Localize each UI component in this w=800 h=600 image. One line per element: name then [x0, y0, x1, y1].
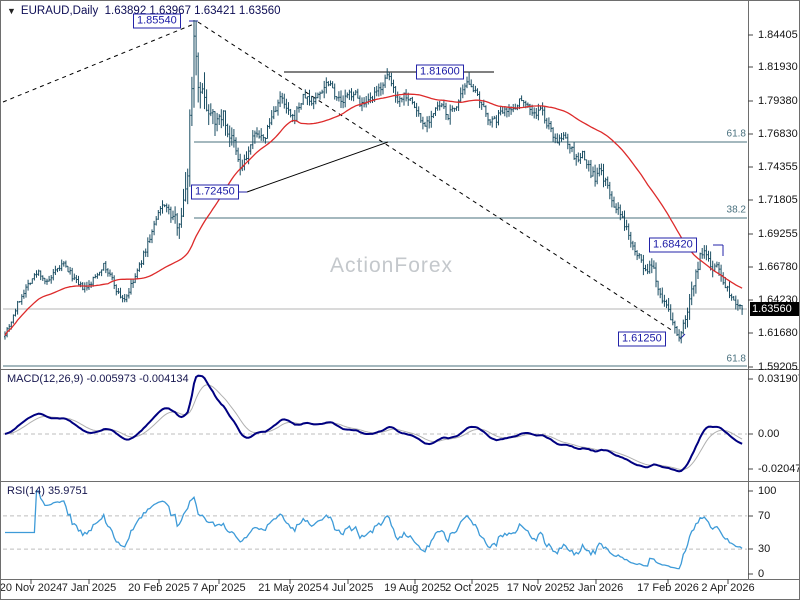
date-axis-label[interactable]: 21 May 2025 — [258, 582, 322, 594]
trendline-dashed[interactable] — [2, 23, 195, 103]
current-price-tag: 1.63560 — [750, 302, 799, 316]
watermark: ActionForex — [330, 254, 454, 277]
price-callout-base[interactable]: 1.72450 — [191, 184, 239, 200]
date-axis-label[interactable]: 20 Feb 2025 — [128, 582, 190, 594]
price-axis-label[interactable]: 1.59205 — [758, 361, 798, 373]
price-axis-label[interactable]: 1.69255 — [758, 228, 798, 240]
price-axis-label[interactable]: 1.74355 — [758, 161, 798, 173]
moving-average-line[interactable] — [4, 93, 743, 336]
price-axis-label[interactable]: 1.84405 — [758, 29, 798, 41]
date-axis-label[interactable]: 17 Nov 2025 — [506, 582, 570, 594]
rsi-indicator-label: RSI(14) 35.9751 — [7, 485, 88, 497]
date-axis-label[interactable]: 20 Nov 2024 — [0, 582, 63, 594]
date-axis-label[interactable]: 19 Aug 2025 — [384, 582, 446, 594]
symbol-period-label: EURAUD,Daily — [20, 5, 99, 17]
macd-line[interactable] — [4, 374, 743, 473]
macd-axis-label[interactable]: 0.031907 — [758, 373, 800, 385]
price-callout-resistance[interactable]: 1.81600 — [416, 64, 464, 80]
rsi-line[interactable] — [5, 490, 743, 570]
date-axis-label[interactable]: 7 Apr 2025 — [192, 582, 246, 594]
collapse-indicator-icon[interactable]: ▼ — [7, 6, 16, 16]
price-axis-label[interactable]: 1.71805 — [758, 194, 798, 206]
fib-level-label: 61.8 — [726, 353, 746, 365]
macd-axis-label[interactable]: -0.020479 — [758, 463, 799, 475]
macd-indicator-label: MACD(12,26,9) -0.005973 -0.004134 — [7, 373, 189, 385]
macd-signal-line[interactable] — [4, 384, 743, 471]
date-axis-label[interactable]: 2 Jan 2026 — [568, 582, 624, 594]
trendline[interactable] — [246, 141, 389, 193]
price-callout-swing-high[interactable]: 1.85540 — [133, 13, 181, 29]
date-axis-label[interactable]: 17 Feb 2026 — [637, 582, 699, 594]
price-callout-rebound-high[interactable]: 1.68420 — [649, 237, 697, 253]
price-axis-label[interactable]: 1.66780 — [758, 261, 798, 273]
rsi-axis-label[interactable]: 70 — [758, 510, 771, 522]
date-axis-label[interactable]: 4 Jul 2025 — [322, 582, 374, 594]
price-callout-swing-low[interactable]: 1.61250 — [618, 331, 666, 347]
price-axis-label[interactable]: 1.61680 — [758, 327, 798, 339]
rsi-axis-label[interactable]: 100 — [758, 485, 777, 497]
date-axis-label[interactable]: 7 Jan 2025 — [61, 582, 117, 594]
candle-series[interactable] — [4, 19, 744, 344]
macd-axis-label[interactable]: 0.00 — [758, 428, 780, 440]
price-axis-label[interactable]: 1.81930 — [758, 61, 798, 73]
ohlc-readout: 1.63892 1.63967 1.63421 1.63560 — [104, 5, 281, 17]
date-axis-label[interactable]: 2 Apr 2026 — [701, 582, 755, 594]
price-axis-label[interactable]: 1.79380 — [758, 95, 798, 107]
date-axis-label[interactable]: 2 Oct 2025 — [445, 582, 499, 594]
rsi-axis-label[interactable]: 0 — [758, 568, 765, 580]
rsi-axis-label[interactable]: 30 — [758, 543, 771, 555]
fib-level-label: 61.8 — [726, 128, 746, 140]
price-axis-label[interactable]: 1.76830 — [758, 128, 798, 140]
trendline-dashed[interactable] — [197, 21, 674, 332]
fib-level-label: 38.2 — [726, 204, 746, 216]
